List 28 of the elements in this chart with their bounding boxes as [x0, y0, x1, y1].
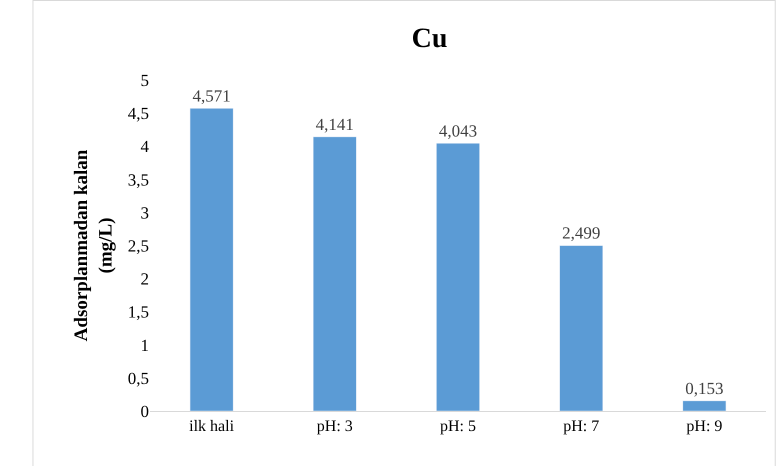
bar: [190, 108, 234, 411]
bar: [436, 143, 480, 411]
data-label: 4,043: [438, 121, 478, 140]
y-tick-label: 2,5: [128, 236, 149, 256]
y-tick-label: 2: [140, 270, 149, 289]
data-label: 0,153: [685, 378, 724, 398]
bar: [559, 245, 604, 411]
y-tick-label: 4: [140, 137, 150, 156]
x-tick-label: ilk hali: [189, 418, 235, 436]
x-tick-label: pH: 3: [316, 418, 353, 436]
y-tick-label: 4,5: [128, 104, 149, 124]
x-tick-label: pH: 9: [686, 418, 722, 436]
data-label: 4,141: [316, 114, 354, 134]
y-axis-title: Adsorplanmadan kalan (mg/L): [70, 149, 117, 342]
x-tick-label: pH: 7: [563, 418, 600, 436]
x-tick-label: pH: 5: [440, 418, 476, 436]
data-label: 2,499: [562, 224, 600, 243]
y-tick-label: 1,5: [128, 302, 149, 322]
bar: [312, 136, 357, 411]
y-tick-label: 5: [140, 70, 149, 90]
data-label: 4,571: [192, 86, 231, 106]
bar: [682, 400, 726, 411]
y-tick-label: 3,5: [128, 170, 149, 190]
chart-title: Cu: [412, 23, 448, 54]
y-tick-label: 0: [140, 402, 149, 421]
y-tick-label: 3: [140, 203, 149, 222]
y-tick-label: 0,5: [128, 368, 149, 388]
y-tick-label: 1: [140, 336, 149, 355]
